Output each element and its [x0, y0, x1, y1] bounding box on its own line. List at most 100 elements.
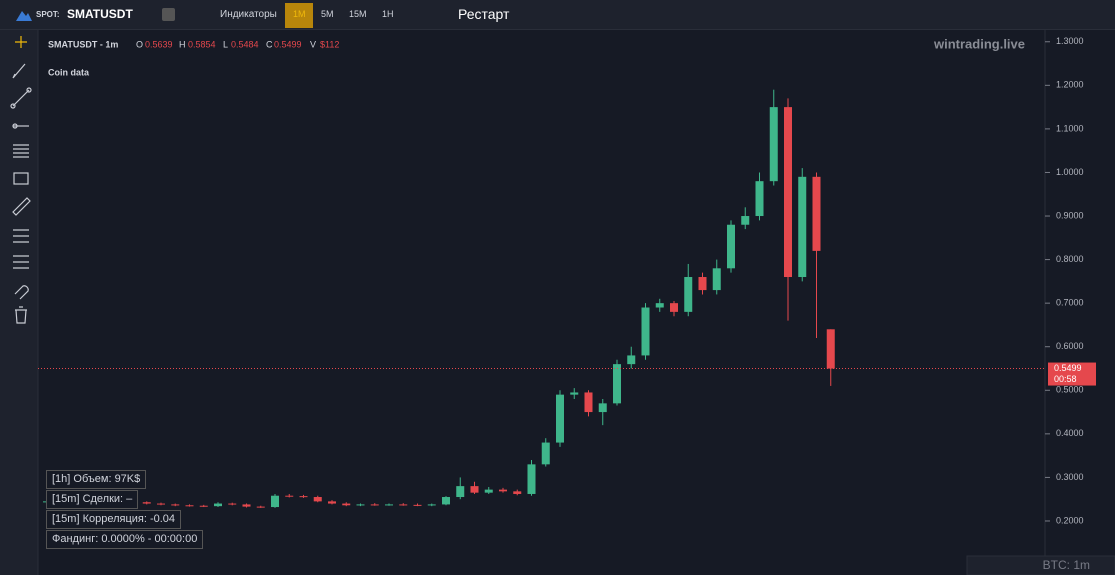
symbol[interactable]: SMATUSDT: [67, 7, 133, 21]
candle-body: [655, 303, 664, 308]
candle-body: [755, 181, 764, 217]
candle-body: [613, 364, 621, 404]
candle-body: [413, 504, 422, 506]
candle-body: [328, 501, 336, 504]
candle-body: [256, 506, 265, 508]
restart[interactable]: Рестарт: [458, 6, 510, 22]
candle-body: [584, 392, 593, 413]
market: SPOT:: [36, 10, 60, 19]
candle-body: [556, 394, 564, 443]
candle-body: [399, 504, 408, 506]
y-tick-label: 0.9000: [1056, 210, 1084, 220]
price-tag-value: 0.5499: [1054, 363, 1082, 373]
candle-body: [470, 486, 479, 493]
c-label: C: [266, 39, 273, 49]
candle-body: [712, 268, 721, 291]
interval[interactable]: 1M: [293, 9, 306, 19]
candle-body: [242, 504, 251, 507]
candle-body: [598, 403, 607, 413]
candle-body: [427, 504, 436, 506]
candle-body: [342, 503, 351, 506]
candle-body: [698, 277, 707, 291]
l-value: 0.5484: [231, 39, 259, 49]
y-tick-label: 0.5000: [1056, 385, 1084, 395]
candle-body: [442, 497, 450, 505]
price-tag-timer: 00:58: [1054, 374, 1077, 384]
footer-label: BTC: 1m: [1043, 558, 1090, 572]
ohlc-header: SMATUSDT - 1m O 0.5639 H 0.5854 L 0.5484…: [48, 39, 339, 49]
y-tick-label: 1.2000: [1056, 80, 1084, 90]
y-tick-label: 0.8000: [1056, 254, 1084, 264]
candle-body: [527, 464, 536, 494]
interval[interactable]: 15M: [349, 9, 367, 19]
toolbar: SPOT: SMATUSDT Индикаторы 1M 5M 15M 1H Р…: [0, 0, 1115, 30]
h-value: 0.5854: [188, 39, 216, 49]
candle-body: [769, 107, 778, 182]
candle-body: [570, 392, 579, 395]
v-value: $112: [320, 39, 339, 49]
candle-body: [456, 486, 465, 498]
info-box: [1h] Объем: 97K$: [46, 470, 147, 489]
candle-body: [513, 491, 522, 494]
candle-body: [157, 503, 165, 505]
o-label: O: [136, 39, 143, 49]
v-label: V: [310, 39, 316, 49]
candle-body: [784, 107, 792, 278]
watermark: wintrading.live: [933, 36, 1025, 51]
candle-body: [641, 307, 650, 356]
indicators[interactable]: Индикаторы: [220, 9, 277, 20]
candle-body: [812, 176, 821, 251]
color-box[interactable]: [162, 8, 175, 21]
coin-data: Coin data: [48, 67, 90, 77]
candle-body: [727, 224, 735, 269]
tool-icons[interactable]: [10, 36, 32, 324]
candle-body: [385, 504, 393, 506]
candle-body: [484, 489, 493, 493]
candle-body: [741, 216, 750, 225]
logo: [16, 11, 32, 21]
info-box: [15m] Сделки: –: [46, 490, 139, 509]
candle-body: [670, 303, 678, 312]
candle-body: [142, 502, 151, 504]
candle-body: [541, 442, 550, 465]
candle-body: [313, 497, 322, 502]
interval[interactable]: 1H: [382, 9, 394, 19]
y-tick-label: 1.0000: [1056, 167, 1084, 177]
footer-box: [966, 555, 1115, 575]
candle-body: [271, 495, 279, 508]
info-box: [15m] Корреляция: -0.04: [46, 510, 182, 529]
l-label: L: [223, 39, 228, 49]
y-tick-label: 0.6000: [1056, 341, 1084, 351]
info-box: Фандинг: 0.0000% - 00:00:00: [46, 530, 204, 549]
y-tick-label: 0.3000: [1056, 472, 1084, 482]
candle-body: [826, 329, 835, 369]
y-tick-label: 1.1000: [1056, 123, 1084, 133]
candle-body: [171, 504, 180, 506]
candle-body: [199, 505, 208, 507]
y-tick-label: 0.2000: [1056, 515, 1084, 525]
candle-body: [499, 489, 507, 492]
y-tick-label: 0.7000: [1056, 298, 1084, 308]
candle-body: [214, 503, 222, 507]
o-value: 0.5639: [145, 39, 173, 49]
candle-body: [356, 504, 365, 506]
active-interval: [285, 3, 313, 28]
candle-body: [627, 355, 636, 365]
candle-body: [299, 496, 308, 498]
price-tag: [1048, 362, 1096, 386]
h-label: H: [179, 39, 186, 49]
candle-body: [684, 277, 693, 312]
c-value: 0.5499: [274, 39, 302, 49]
candle-body: [228, 503, 237, 505]
candle-body: [185, 505, 194, 507]
symbol-title: SMATUSDT - 1m: [48, 39, 118, 49]
tool-panel: [0, 30, 38, 575]
interval[interactable]: 5M: [321, 9, 334, 19]
candle-body: [285, 495, 294, 497]
candle-body: [370, 504, 379, 506]
y-tick-label: 1.3000: [1056, 36, 1084, 46]
candle-body: [798, 176, 807, 278]
y-tick-label: 0.4000: [1056, 428, 1084, 438]
